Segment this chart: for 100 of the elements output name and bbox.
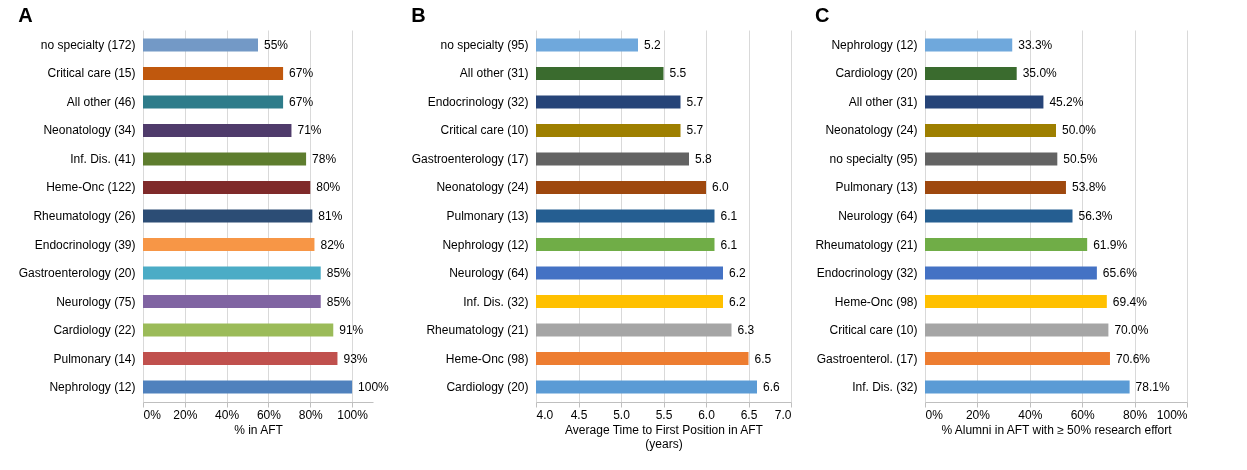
x-tick-label: 5.5	[655, 407, 673, 422]
y-tick-label: Endocrinology (32)	[427, 94, 529, 109]
data-label: 85%	[326, 266, 352, 281]
y-tick-label: Cardiology (20)	[446, 380, 529, 395]
y-tick-label: no specialty (95)	[440, 37, 529, 52]
data-label: 6.1	[720, 237, 738, 252]
y-tick-label: Rheumatology (21)	[426, 323, 529, 338]
y-tick-label: Inf. Dis. (32)	[852, 380, 918, 395]
bar	[143, 209, 313, 223]
data-label: 80%	[316, 180, 341, 195]
data-label: 50.5%	[1063, 151, 1098, 166]
y-tick-label: Rheumatology (26)	[33, 209, 136, 223]
y-tick-label: Heme-Onc (98)	[445, 351, 529, 366]
data-label: 6.1	[720, 209, 738, 223]
y-tick-label: Gastroenterol. (17)	[816, 351, 918, 366]
data-label: 70.0%	[1114, 323, 1149, 338]
x-tick-label: 5.0	[613, 407, 631, 422]
data-label: 91%	[339, 323, 364, 338]
y-tick-label: Neonatology (24)	[436, 180, 529, 195]
x-tick-label: 0%	[925, 407, 944, 422]
y-tick-label: Cardiology (22)	[53, 323, 136, 338]
data-label: 82%	[320, 237, 345, 252]
data-label: 5.2	[644, 37, 662, 52]
y-tick-label: Pulmonary (13)	[835, 180, 918, 195]
data-label: 67%	[289, 94, 314, 109]
y-tick-label: Heme-Onc (98)	[834, 294, 918, 309]
y-tick-label: no specialty (95)	[829, 151, 918, 166]
data-label: 5.7	[686, 123, 704, 138]
y-tick-label: All other (46)	[66, 94, 136, 109]
x-tick-label: 20%	[965, 407, 991, 422]
bar	[143, 152, 307, 166]
bar	[143, 124, 292, 137]
y-tick-label: Neurology (75)	[56, 294, 136, 309]
data-label: 78%	[312, 151, 337, 166]
x-tick-label: 4.5	[570, 407, 588, 422]
y-tick-label: Nephrology (12)	[49, 380, 136, 395]
data-label: 85%	[326, 294, 352, 309]
data-label: 33.3%	[1018, 37, 1053, 52]
data-label: 6.0	[712, 180, 730, 195]
data-label: 56.3%	[1078, 209, 1113, 223]
data-label: 5.8	[695, 151, 713, 166]
y-tick-label: Endocrinology (39)	[34, 237, 136, 252]
data-label: 81%	[318, 209, 343, 223]
x-tick-label: 100%	[337, 407, 369, 422]
bar	[143, 380, 353, 394]
y-tick-label: Gastroenterology (17)	[411, 151, 529, 166]
data-label: 71%	[297, 123, 322, 138]
bar	[143, 95, 284, 109]
data-label: 6.3	[737, 323, 755, 338]
y-tick-label: All other (31)	[848, 94, 918, 109]
data-label: 69.4%	[1112, 294, 1148, 309]
y-tick-label: Pulmonary (14)	[53, 351, 136, 366]
bar	[143, 266, 321, 280]
bar	[143, 323, 334, 337]
data-label: 6.5	[754, 351, 772, 366]
data-label: 6.2	[729, 266, 747, 281]
y-tick-label: Cardiology (20)	[835, 66, 918, 81]
data-label: 61.9%	[1093, 237, 1128, 252]
data-label: 5.7	[686, 94, 704, 109]
x-tick-label: 100%	[1156, 407, 1188, 422]
data-label: 93%	[343, 351, 368, 366]
bar	[143, 238, 315, 251]
x-tick-label: 20%	[173, 407, 198, 422]
x-tick-label: 40%	[1018, 407, 1043, 422]
y-tick-label: Endocrinology (32)	[816, 266, 918, 281]
x-tick-label: 0%	[143, 407, 162, 422]
chart-title: B	[411, 4, 426, 26]
data-label: 65.6%	[1102, 266, 1138, 281]
y-tick-label: Rheumatology (21)	[815, 237, 918, 252]
bar	[143, 67, 284, 80]
y-tick-label: Heme-Onc (122)	[46, 180, 136, 195]
x-axis-title: % Alumni in AFT with ≥ 50% research effort	[941, 422, 1173, 437]
y-tick-label: Critical care (10)	[829, 323, 918, 338]
x-axis-title: % in AFT	[234, 422, 284, 437]
data-label: 67%	[289, 66, 314, 81]
y-tick-label: Critical care (10)	[440, 123, 529, 138]
y-tick-label: Neonatology (24)	[825, 123, 918, 138]
x-tick-label: 40%	[215, 407, 240, 422]
y-tick-label: Inf. Dis. (32)	[463, 294, 529, 309]
data-label: 53.8%	[1071, 180, 1107, 195]
bar	[143, 38, 258, 52]
y-tick-label: Pulmonary (13)	[446, 209, 529, 223]
x-tick-label: 80%	[298, 407, 324, 422]
data-label: 6.6	[763, 380, 781, 395]
data-label: 45.2%	[1049, 94, 1084, 109]
x-tick-label: 6.0	[698, 407, 716, 422]
y-tick-label: Neurology (64)	[838, 209, 918, 223]
bar	[143, 295, 321, 308]
y-tick-label: Nephrology (12)	[831, 37, 918, 52]
bar	[143, 352, 338, 365]
y-tick-label: Neonatology (34)	[43, 123, 136, 138]
x-tick-label: 4.0	[536, 407, 554, 422]
bar	[143, 181, 311, 194]
x-tick-label: 60%	[1070, 407, 1096, 422]
x-tick-label: 60%	[256, 407, 282, 422]
chart-title: A	[18, 4, 33, 26]
data-label: 70.6%	[1115, 351, 1151, 366]
data-label: 78.1%	[1135, 380, 1170, 395]
x-axis-title: Average Time to First Position in AFT (years)	[565, 422, 764, 451]
y-tick-label: All other (31)	[459, 66, 529, 81]
